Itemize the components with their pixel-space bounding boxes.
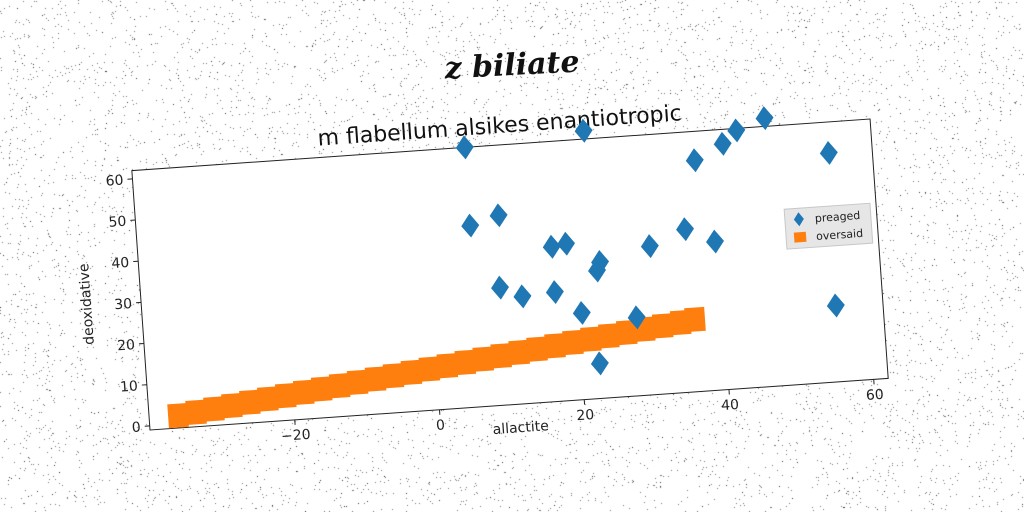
y-tick-label: 50 xyxy=(108,214,127,231)
x-tick-label: 40 xyxy=(721,397,740,414)
point-oversaid xyxy=(203,396,225,422)
point-preaged xyxy=(590,351,609,376)
point-oversaid xyxy=(544,333,566,359)
legend-marker-oversaid xyxy=(793,231,807,243)
legend-box xyxy=(783,202,874,250)
y-tick-label: 10 xyxy=(120,378,139,395)
point-preaged xyxy=(591,250,610,274)
point-preaged xyxy=(755,106,774,131)
legend-marker-preaged xyxy=(793,212,804,227)
x-axis-ticks: −20 0 20 40 60 xyxy=(281,379,884,445)
point-preaged xyxy=(706,229,724,254)
point-oversaid xyxy=(292,379,315,406)
point-oversaid xyxy=(490,343,512,369)
point-oversaid xyxy=(436,353,459,379)
y-tick-label: 0 xyxy=(131,420,141,437)
legend-label-preaged: preaged xyxy=(814,209,860,225)
point-preaged xyxy=(676,217,695,242)
point-oversaid xyxy=(346,369,369,396)
point-oversaid xyxy=(472,346,495,372)
point-oversaid xyxy=(580,326,602,352)
point-preaged xyxy=(557,231,576,256)
x-tick-label: 20 xyxy=(576,407,595,424)
point-oversaid xyxy=(418,356,441,382)
point-preaged xyxy=(461,213,480,238)
point-oversaid xyxy=(274,383,297,409)
point-oversaid xyxy=(508,339,530,366)
point-preaged xyxy=(542,234,561,259)
point-oversaid xyxy=(310,376,333,402)
x-axis-label: allactite xyxy=(492,418,549,438)
point-preaged xyxy=(574,118,593,143)
point-preaged xyxy=(819,140,838,165)
point-preaged xyxy=(545,280,564,305)
x-tick-label: −20 xyxy=(281,427,312,445)
y-tick-label: 20 xyxy=(117,337,136,354)
point-oversaid xyxy=(167,402,189,429)
point-preaged xyxy=(572,300,591,325)
y-axis-label: deoxidative xyxy=(76,263,98,345)
point-oversaid xyxy=(185,399,207,425)
y-tick-label: 40 xyxy=(111,255,130,272)
point-preaged xyxy=(513,284,532,309)
legend-label-oversaid: oversaid xyxy=(816,227,864,243)
x-tick-label: 0 xyxy=(436,417,446,434)
y-axis-ticks: 0 10 20 30 40 50 60 xyxy=(105,173,150,437)
x-tick-label: 60 xyxy=(865,387,884,404)
point-preaged xyxy=(640,234,659,259)
point-preaged xyxy=(489,203,508,228)
legend: preaged oversaid xyxy=(783,202,874,250)
y-tick-label: 30 xyxy=(114,296,133,313)
point-oversaid xyxy=(239,389,261,415)
point-preaged xyxy=(627,305,646,330)
point-oversaid xyxy=(598,323,620,349)
point-oversaid xyxy=(221,392,243,419)
point-oversaid xyxy=(454,349,477,376)
point-oversaid xyxy=(562,329,584,356)
point-preaged xyxy=(455,135,474,160)
point-preaged xyxy=(713,131,732,156)
point-oversaid xyxy=(526,336,548,362)
point-preaged xyxy=(491,275,510,300)
point-oversaid xyxy=(684,306,706,333)
point-preaged xyxy=(826,293,845,318)
y-tick-label: 60 xyxy=(105,173,124,190)
point-preaged xyxy=(727,118,746,143)
point-oversaid xyxy=(364,366,387,392)
point-oversaid xyxy=(616,319,638,346)
point-oversaid xyxy=(257,386,279,412)
point-preaged xyxy=(685,148,704,173)
data-marks xyxy=(167,106,845,429)
point-preaged xyxy=(588,258,606,283)
point-oversaid xyxy=(400,359,423,386)
point-oversaid xyxy=(382,363,405,389)
plot-area xyxy=(131,118,889,431)
point-oversaid xyxy=(328,373,351,399)
point-oversaid xyxy=(651,313,674,339)
